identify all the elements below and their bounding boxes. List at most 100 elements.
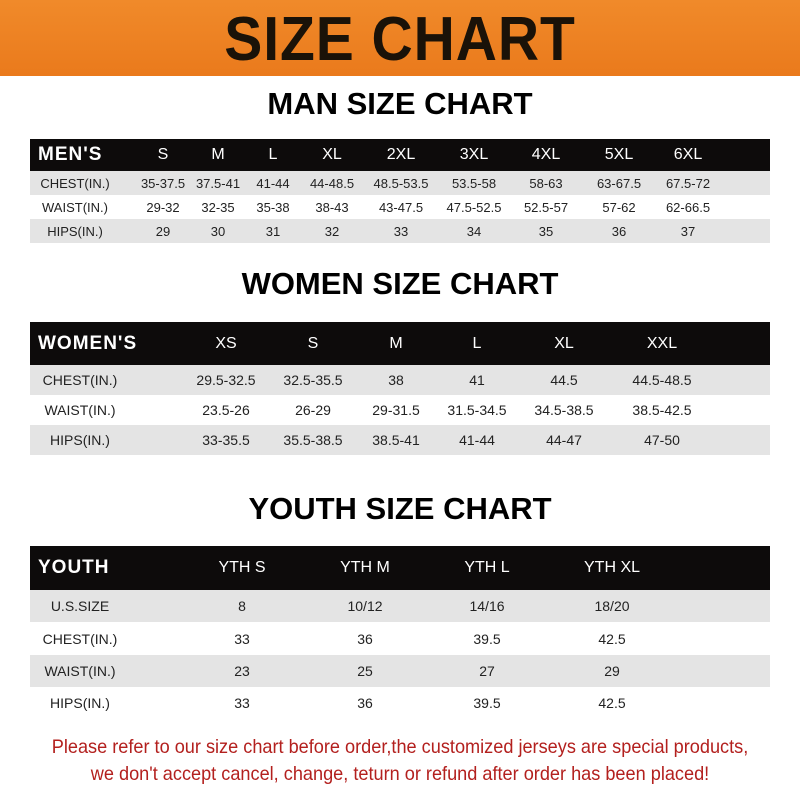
- measurement-cell: 42.5: [598, 630, 626, 647]
- size-header-cell: 6XL: [673, 146, 703, 163]
- row-label: CHEST(IN.): [42, 630, 118, 647]
- measurement-cell: 67.5-72: [665, 175, 711, 191]
- women-header-row: WOMEN'S XS S M L XL XXL: [30, 322, 770, 365]
- measurement-cell: 14/16: [469, 598, 505, 614]
- measurement-cell: 29-32: [146, 199, 180, 215]
- table-row: WAIST(IN.) 29-32 32-35 35-38 38-43 43-47.5 47.…: [30, 195, 770, 219]
- measurement-cell: 41-44: [256, 175, 290, 191]
- table-row: CHEST(IN.) 29.5-32.5 32.5-35.5 38 41 44.5 44.5…: [30, 365, 770, 395]
- measurement-cell: 39.5: [473, 630, 501, 647]
- measurement-cell: 63-67.5: [596, 175, 642, 191]
- measurement-cell: 27: [479, 663, 495, 679]
- table-row: HIPS(IN.) 33-35.5 35.5-38.5 38.5-41 41-44 44-…: [30, 425, 770, 455]
- measurement-cell: 33: [234, 695, 250, 711]
- measurement-cell: 38.5-42.5: [632, 402, 692, 418]
- row-label: WAIST(IN.): [44, 402, 116, 418]
- measurement-cell: 53.5-58: [451, 175, 497, 191]
- size-header-cell: XL: [322, 146, 342, 163]
- measurement-cell: 42.5: [598, 695, 626, 711]
- measurement-cell: 47.5-52.5: [446, 199, 502, 215]
- measurement-cell: 38.5-41: [372, 432, 420, 448]
- measurement-cell: 38: [388, 372, 404, 388]
- measurement-cell: 35: [538, 223, 554, 239]
- measurement-cell: 37.5-41: [195, 175, 241, 191]
- measurement-cell: 32: [324, 223, 340, 239]
- size-header-cell: 5XL: [604, 146, 634, 163]
- measurement-cell: 10/12: [347, 598, 383, 614]
- row-label: HIPS(IN.): [47, 223, 103, 239]
- measurement-cell: 38-43: [315, 199, 349, 215]
- measurement-cell: 32-35: [201, 199, 235, 215]
- measurement-cell: 41: [469, 372, 485, 388]
- table-title-cell: MEN'S: [38, 144, 103, 165]
- measurement-cell: 29.5-32.5: [196, 372, 256, 388]
- measurement-cell: 36: [611, 223, 627, 239]
- table-row: HIPS(IN.) 29 30 31 32 33 34 35 36 37: [30, 219, 770, 243]
- measurement-cell: 47-50: [644, 432, 680, 448]
- measurement-cell: 62-66.5: [665, 199, 711, 215]
- measurement-cell: 58-63: [529, 175, 563, 191]
- size-header-cell: L: [472, 334, 482, 352]
- size-header-cell: S: [157, 146, 169, 163]
- row-label: CHEST(IN.): [42, 372, 118, 388]
- footer-notice-line-1: Please refer to our size chart before or…: [51, 736, 749, 758]
- women-section-title: WOMEN SIZE CHART: [241, 266, 559, 301]
- row-label: WAIST(IN.): [44, 663, 116, 679]
- table-row: WAIST(IN.) 23 25 27 29: [30, 655, 770, 687]
- banner: SIZE CHART: [0, 0, 800, 76]
- measurement-cell: 29-31.5: [372, 402, 420, 418]
- measurement-cell: 32.5-35.5: [283, 372, 343, 388]
- measurement-cell: 26-29: [295, 402, 331, 418]
- table-row: U.S.SIZE 8 10/12 14/16 18/20: [30, 590, 770, 622]
- measurement-cell: 52.5-57: [523, 199, 569, 215]
- size-header-cell: YTH M: [340, 559, 390, 576]
- men-header-row: MEN'S S M L XL 2XL 3XL 4XL 5XL 6XL: [30, 139, 770, 171]
- banner-title: SIZE CHART: [224, 5, 576, 74]
- measurement-cell: 23: [234, 663, 250, 679]
- row-label: HIPS(IN.): [50, 695, 110, 711]
- size-header-cell: XL: [554, 334, 574, 352]
- measurement-cell: 37: [680, 223, 696, 239]
- youth-section-title: YOUTH SIZE CHART: [248, 491, 552, 526]
- measurement-cell: 29: [155, 223, 171, 239]
- measurement-cell: 36: [357, 695, 373, 711]
- table-row: HIPS(IN.) 33 36 39.5 42.5: [30, 687, 770, 719]
- size-header-cell: 2XL: [386, 146, 416, 163]
- measurement-cell: 34.5-38.5: [534, 402, 594, 418]
- size-header-cell: YTH XL: [583, 559, 641, 576]
- measurement-cell: 23.5-26: [202, 402, 250, 418]
- measurement-cell: 31.5-34.5: [447, 402, 507, 418]
- men-section-title: MAN SIZE CHART: [267, 86, 533, 121]
- measurement-cell: 34: [466, 223, 482, 239]
- row-label: U.S.SIZE: [50, 598, 110, 614]
- measurement-cell: 8: [238, 598, 246, 614]
- measurement-cell: 57-62: [602, 199, 636, 215]
- table-row: CHEST(IN.) 33 36 39.5 42.5: [30, 622, 770, 655]
- measurement-cell: 36: [357, 630, 373, 647]
- measurement-cell: 31: [265, 223, 281, 239]
- measurement-cell: 35-38: [256, 199, 290, 215]
- row-label: CHEST(IN.): [40, 175, 110, 191]
- measurement-cell: 44-47: [546, 432, 582, 448]
- size-header-cell: XS: [215, 334, 237, 352]
- size-header-cell: YTH L: [464, 559, 510, 576]
- size-header-cell: YTH S: [218, 559, 266, 576]
- table-row: CHEST(IN.) 35-37.5 37.5-41 41-44 44-48.5 48.5…: [30, 171, 770, 195]
- measurement-cell: 25: [357, 663, 373, 679]
- footer-notice-line-2: we don't accept cancel, change, teturn o…: [90, 763, 710, 785]
- measurement-cell: 44.5: [550, 372, 578, 388]
- measurement-cell: 30: [210, 223, 226, 239]
- measurement-cell: 33: [234, 630, 250, 647]
- size-header-cell: M: [389, 334, 403, 352]
- measurement-cell: 35-37.5: [140, 175, 186, 191]
- measurement-cell: 41-44: [459, 432, 495, 448]
- row-label: HIPS(IN.): [50, 432, 110, 448]
- measurement-cell: 35.5-38.5: [283, 432, 343, 448]
- measurement-cell: 48.5-53.5: [373, 175, 429, 191]
- measurement-cell: 18/20: [594, 598, 630, 614]
- measurement-cell: 29: [604, 663, 620, 679]
- measurement-cell: 44-48.5: [309, 175, 355, 191]
- size-header-cell: M: [211, 146, 225, 163]
- row-label: WAIST(IN.): [42, 199, 108, 215]
